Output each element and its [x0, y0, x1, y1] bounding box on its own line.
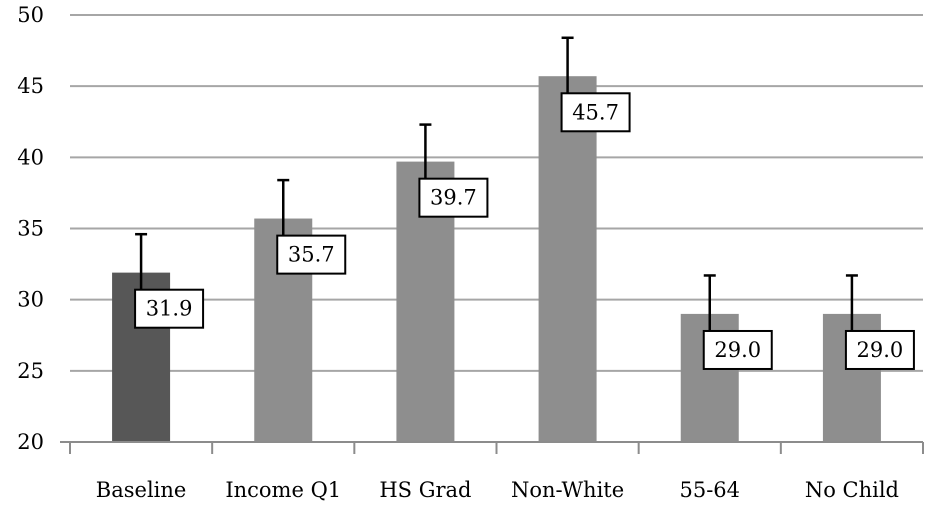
y-tick-label: 35	[17, 217, 44, 241]
x-axis	[60, 441, 924, 454]
data-labels: 31.9 35.7 39.7 45.7 29.0 29.0	[134, 92, 915, 370]
category-label-3: Non-White	[511, 478, 624, 502]
error-bars	[135, 36, 858, 354]
data-label-5: 29.0	[844, 329, 915, 370]
y-tick-label: 30	[17, 288, 44, 312]
data-label-text: 45.7	[572, 100, 619, 124]
y-tick-label: 40	[17, 145, 44, 169]
bar-3	[538, 76, 597, 442]
data-label-3: 45.7	[560, 92, 631, 133]
data-label-0: 31.9	[134, 288, 205, 329]
data-label-2: 39.7	[418, 177, 489, 218]
grid-lines	[70, 14, 923, 372]
data-label-text: 31.9	[146, 297, 193, 321]
data-label-text: 35.7	[288, 243, 335, 267]
category-label-0: Baseline	[96, 478, 187, 502]
data-label-1: 35.7	[276, 234, 347, 275]
category-label-1: Income Q1	[225, 478, 341, 502]
category-label-5: No Child	[805, 478, 899, 502]
category-label-2: HS Grad	[379, 478, 471, 502]
data-label-text: 29.0	[714, 338, 761, 362]
y-tick-label: 20	[17, 430, 44, 454]
data-label-4: 29.0	[702, 329, 773, 370]
y-axis-tick-labels: 20 25 30 35 40 45 50	[17, 3, 44, 454]
bars	[112, 76, 881, 442]
x-axis-category-labels: Baseline Income Q1 HS Grad Non-White 55-64 No…	[96, 478, 899, 502]
y-tick-label: 25	[17, 359, 44, 383]
y-tick-label: 45	[17, 74, 44, 98]
data-label-text: 29.0	[857, 338, 904, 362]
category-label-4: 55-64	[679, 478, 740, 502]
y-tick-label: 50	[17, 3, 44, 27]
data-label-text: 39.7	[430, 186, 477, 210]
